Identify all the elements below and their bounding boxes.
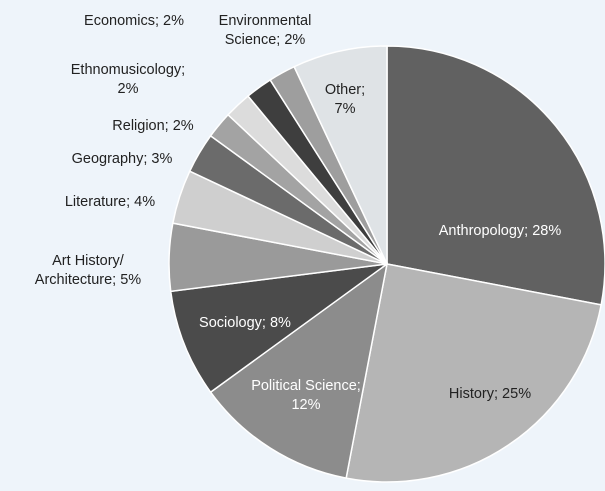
- slice-label-0: Anthropology; 28%: [439, 223, 562, 239]
- pie-slice-3: [169, 263, 388, 394]
- slice-label-7: Religion; 2%: [112, 118, 194, 134]
- slice-label-5: Literature; 4%: [65, 194, 155, 210]
- slice-label-10: Environmental Science; 2%: [219, 13, 312, 48]
- slice-label-4: Art History/Architecture; 5%: [35, 253, 141, 288]
- slice-label-2: Political Science; 12%: [251, 378, 361, 413]
- pie-slice-0: [386, 45, 605, 306]
- pie-slice-1: [345, 263, 603, 483]
- slice-label-9: Economics; 2%: [84, 13, 184, 29]
- slice-label-8: Ethnomusicology; 2%: [71, 62, 185, 97]
- pie-slice-2: [209, 262, 389, 480]
- pie-slice-11: [293, 45, 388, 265]
- slice-label-11: Other; 7%: [325, 82, 365, 117]
- slice-label-6: Geography; 3%: [72, 151, 173, 167]
- slice-label-3: Sociology; 8%: [199, 315, 291, 331]
- slice-label-1: History; 25%: [449, 386, 531, 402]
